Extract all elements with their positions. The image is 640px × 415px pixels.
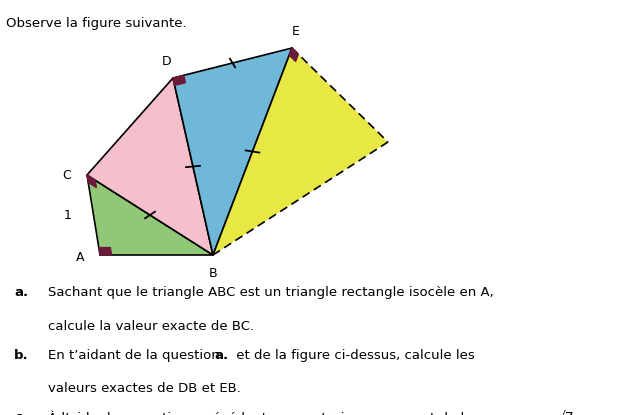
- Text: valeurs exactes de DB et EB.: valeurs exactes de DB et EB.: [48, 382, 241, 395]
- Text: E: E: [291, 24, 299, 38]
- Text: 1: 1: [63, 208, 71, 222]
- Polygon shape: [87, 175, 213, 255]
- Text: a.: a.: [214, 349, 228, 361]
- Text: C: C: [62, 168, 71, 181]
- Text: B: B: [209, 267, 218, 281]
- Polygon shape: [173, 48, 292, 255]
- Text: a.: a.: [14, 286, 28, 299]
- Text: Sachant que le triangle ABC est un triangle rectangle isocèle en A,: Sachant que le triangle ABC est un trian…: [48, 286, 493, 299]
- Polygon shape: [99, 248, 111, 255]
- Text: c.: c.: [14, 411, 27, 415]
- Polygon shape: [87, 175, 97, 188]
- Text: À l’aide des questions précédentes, construis un segment de longueur: À l’aide des questions précédentes, cons…: [48, 411, 524, 415]
- Text: calcule la valeur exacte de BC.: calcule la valeur exacte de BC.: [48, 320, 254, 332]
- Text: Observe la figure suivante.: Observe la figure suivante.: [6, 17, 187, 29]
- Text: b.: b.: [14, 349, 29, 361]
- Polygon shape: [173, 75, 186, 85]
- Text: et de la figure ci-dessus, calcule les: et de la figure ci-dessus, calcule les: [232, 349, 475, 361]
- Polygon shape: [87, 78, 213, 255]
- Polygon shape: [289, 48, 298, 61]
- Polygon shape: [213, 48, 388, 255]
- Text: D: D: [162, 55, 172, 68]
- Text: √7.: √7.: [557, 411, 579, 415]
- Text: En t’aidant de la question: En t’aidant de la question: [48, 349, 224, 361]
- Text: A: A: [76, 251, 84, 264]
